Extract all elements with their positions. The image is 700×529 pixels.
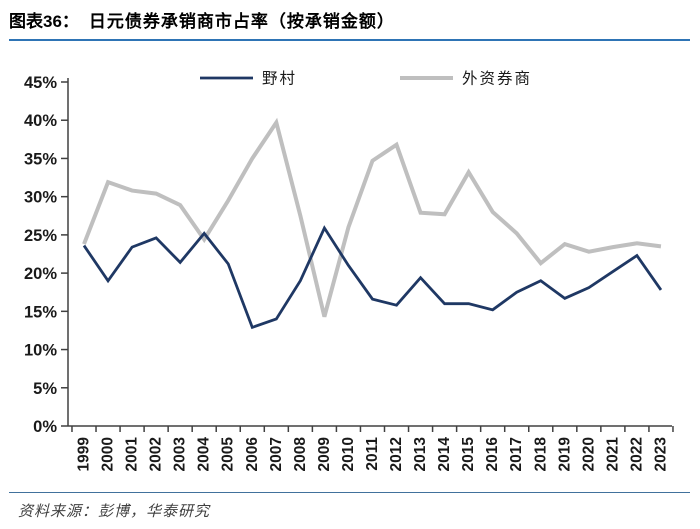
- x-tick-label: 2019: [556, 437, 573, 472]
- y-tick-label: 25%: [24, 227, 57, 245]
- x-tick-label: 2002: [148, 437, 165, 471]
- x-tick-label: 2021: [604, 437, 621, 472]
- y-tick-label: 45%: [24, 74, 57, 92]
- x-tick-label: 2014: [436, 437, 453, 472]
- x-tick-label: 2006: [244, 437, 261, 472]
- x-tick-label: 2020: [580, 437, 597, 471]
- x-tick-label: 2008: [292, 437, 309, 472]
- figure-number-label: 图表36：: [9, 12, 79, 31]
- x-tick-label: 2022: [628, 437, 645, 471]
- x-tick-label: 2018: [532, 437, 549, 472]
- x-tick-label: 2009: [316, 437, 333, 472]
- y-tick-label: 30%: [24, 189, 57, 207]
- x-tick-label: 2005: [220, 437, 237, 472]
- y-tick-label: 10%: [24, 342, 57, 360]
- x-tick-label: 2023: [652, 437, 669, 472]
- y-tick-label: 5%: [33, 380, 57, 398]
- x-tick-label: 2016: [484, 437, 501, 472]
- x-tick-label: 2017: [508, 437, 525, 471]
- y-tick-label: 35%: [24, 150, 57, 168]
- legend-label-1: 外资券商: [462, 70, 532, 88]
- footer-divider: [9, 492, 690, 493]
- legend-label-0: 野村: [262, 70, 297, 88]
- x-tick-label: 2000: [100, 437, 117, 471]
- x-tick-label: 2015: [460, 437, 477, 472]
- x-tick-label: 2007: [268, 437, 285, 471]
- x-tick-label: 1999: [76, 437, 93, 472]
- x-tick-label: 2004: [196, 437, 213, 472]
- x-tick-label: 2012: [388, 437, 405, 471]
- x-tick-label: 2010: [340, 437, 357, 471]
- x-tick-label: 2013: [412, 437, 429, 472]
- figure-title-text: 日元债券承销商市占率（按承销金额）: [88, 12, 395, 31]
- x-tick-label: 2011: [364, 437, 381, 471]
- source-note: 资料来源：彭博，华泰研究: [18, 504, 211, 520]
- y-tick-label: 40%: [24, 112, 57, 130]
- series-line-1: [82, 117, 662, 318]
- x-tick-label: 2003: [172, 437, 189, 472]
- x-tick-label: 2001: [124, 437, 141, 472]
- y-tick-label: 0%: [33, 418, 57, 436]
- figure-header: 图表36： 日元债券承销商市占率（按承销金额）: [9, 7, 690, 41]
- y-tick-label: 15%: [24, 303, 57, 321]
- series-line-0: [82, 225, 663, 330]
- y-tick-label: 20%: [24, 265, 57, 283]
